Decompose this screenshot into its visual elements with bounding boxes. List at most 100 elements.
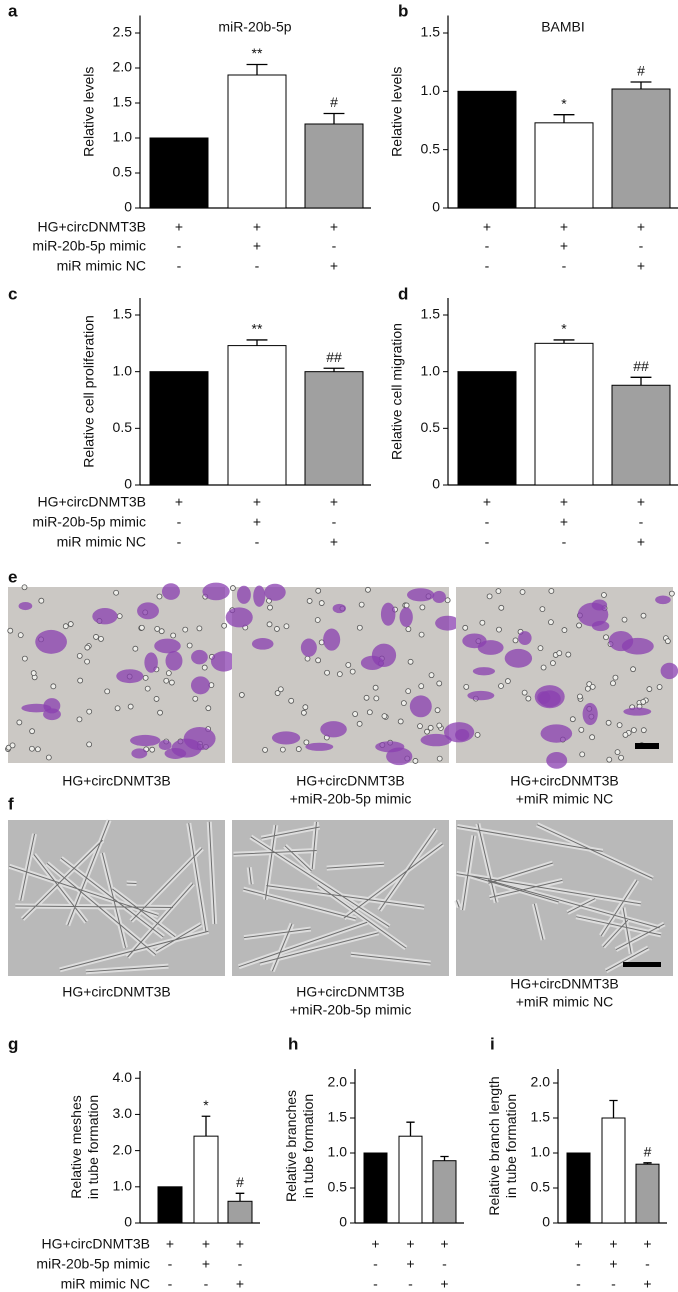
significance-mark: ** (252, 45, 263, 61)
treatment-sign: - (485, 238, 490, 254)
pore (576, 622, 582, 629)
panel-letter: a (8, 1, 18, 20)
pore (521, 689, 528, 696)
pore (548, 619, 554, 626)
error-bar (246, 63, 268, 75)
panel-letter: d (398, 284, 408, 303)
pore (201, 664, 208, 671)
pore (16, 719, 23, 726)
stained-cell (655, 595, 671, 605)
bar (601, 1117, 626, 1224)
pore (156, 593, 163, 600)
treatment-sign: - (238, 1256, 243, 1272)
bar (193, 1135, 219, 1224)
pore (303, 739, 310, 746)
pore (104, 688, 111, 695)
pore (556, 650, 563, 657)
stained-cell (264, 583, 286, 601)
treatment-sign: + (406, 1236, 414, 1252)
treatment-sign: + (440, 1236, 448, 1252)
stained-cell (144, 652, 158, 673)
y-tick-label: 0 (124, 1214, 132, 1230)
stained-cell (623, 707, 652, 716)
treatment-sign: - (332, 238, 337, 254)
stained-cell (591, 599, 608, 611)
stained-cell (161, 583, 180, 600)
micrograph (5, 582, 237, 763)
image-caption: HG+circDNMT3B (62, 773, 171, 789)
pore (656, 684, 663, 690)
bar (157, 1186, 183, 1224)
treatment-sign: - (611, 1276, 616, 1292)
treatment-sign: - (204, 1276, 209, 1292)
pore (168, 679, 175, 686)
treatment-sign: + (371, 1236, 379, 1252)
pore (7, 627, 14, 634)
stained-cell (518, 631, 532, 645)
chart-title: BAMBI (541, 19, 585, 35)
pore (306, 598, 313, 604)
pore (196, 625, 203, 632)
stained-cell (443, 722, 475, 743)
pore (295, 746, 302, 752)
stained-cell (171, 738, 202, 758)
pore (540, 664, 547, 671)
treatment-sign: - (576, 1256, 581, 1272)
treatment-sign: - (177, 514, 182, 530)
stained-cell (191, 649, 208, 665)
panel-letter: i (490, 1034, 495, 1053)
y-tick-label: 0.5 (421, 419, 441, 435)
pore (76, 652, 83, 659)
pore (640, 727, 647, 734)
stained-cell (504, 648, 533, 668)
y-axis-label: Relative cell migration (389, 323, 405, 460)
pore (127, 703, 134, 710)
error-bar (323, 112, 345, 124)
pore (612, 674, 619, 681)
treatment-sign: + (560, 238, 568, 254)
pore (157, 709, 163, 716)
pore (424, 728, 430, 735)
treatment-sign: - (639, 514, 644, 530)
stained-cell (116, 669, 144, 684)
pore (589, 683, 596, 690)
stained-cell (165, 651, 183, 671)
pore (436, 755, 443, 762)
pore (186, 642, 193, 649)
y-tick-label: 2.0 (113, 1141, 133, 1157)
treatment-sign: + (560, 514, 568, 530)
pore (606, 756, 613, 763)
error-bar (643, 1162, 652, 1165)
pore (221, 622, 228, 629)
pore (646, 686, 653, 692)
significance-mark: * (561, 95, 567, 111)
treatment-sign: + (643, 1276, 651, 1292)
pore (283, 623, 290, 630)
image-caption: +miR-20b-5p mimic (290, 791, 412, 807)
pore (537, 645, 544, 652)
pore (668, 590, 675, 597)
pore (324, 669, 330, 676)
significance-mark: # (644, 1144, 652, 1160)
scale-bar (623, 962, 661, 967)
treatment-sign: + (609, 1256, 617, 1272)
pore (132, 645, 139, 652)
pore (548, 588, 555, 594)
bar (149, 137, 209, 209)
stained-cell (380, 602, 396, 626)
treatment-sign: + (236, 1276, 244, 1292)
stained-cell (320, 721, 347, 738)
pore (266, 621, 273, 628)
stained-cell (18, 601, 33, 611)
pore (154, 625, 161, 632)
pore (277, 686, 284, 693)
pore (578, 726, 585, 733)
pore (84, 658, 90, 665)
pore (403, 602, 410, 609)
pore (463, 683, 470, 690)
stained-cell (210, 651, 237, 672)
y-tick-label: 4.0 (113, 1069, 133, 1085)
bar (457, 90, 517, 209)
treatment-sign: + (202, 1256, 210, 1272)
pore (405, 688, 412, 695)
